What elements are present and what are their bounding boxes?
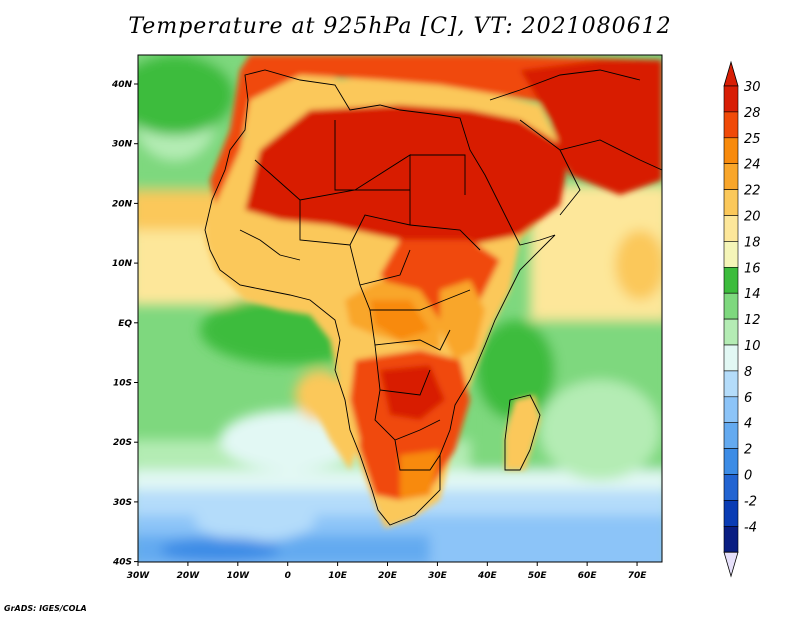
colorbar-label: 4 (744, 417, 752, 432)
colorbar-label: -4 (744, 520, 757, 535)
lon-tick-label: 10W (227, 571, 251, 581)
lat-tick-label: 10N (112, 259, 133, 269)
colorbar-swatch (723, 474, 739, 501)
temperature-field (138, 55, 662, 562)
colorbar-label: 24 (744, 158, 761, 173)
lat-tick-label: 40S (112, 558, 132, 568)
lat-tick-label: 30N (112, 140, 133, 150)
lon-tick-label: 20E (378, 571, 398, 581)
lon-tick-label: 70E (628, 571, 648, 581)
lat-tick-label: 20N (112, 199, 133, 209)
colorbar-swatch (723, 370, 739, 398)
colorbar-swatch (723, 292, 739, 320)
colorbar-label: 20 (744, 210, 761, 225)
colorbar-under-triangle (723, 551, 739, 578)
credit-text: GrADS: IGES/COLA (4, 604, 87, 613)
colorbar-label: 30 (744, 80, 761, 95)
colorbar-label: 16 (744, 261, 761, 276)
lat-tick-label: 10S (113, 379, 132, 389)
colorbar-swatch (723, 85, 739, 113)
colorbar-label: 6 (744, 391, 752, 406)
colorbar-swatch (723, 344, 739, 372)
chart-title: Temperature at 925hPa [C], VT: 202108061… (128, 14, 672, 39)
lon-tick-label: 50E (528, 571, 548, 581)
colorbar-label: 22 (744, 184, 761, 199)
colorbar-label: 28 (744, 106, 761, 121)
lat-tick-label: 40N (111, 80, 133, 90)
colorbar-label: 2 (744, 443, 752, 458)
colorbar-swatch (723, 448, 739, 475)
colorbar-swatch (723, 111, 739, 139)
lon-tick-label: 0 (285, 571, 291, 581)
colorbar-swatch (723, 137, 739, 165)
colorbar-label: 8 (744, 365, 752, 380)
colorbar-swatch (723, 189, 739, 216)
colorbar-swatch (723, 396, 739, 423)
lat-tick-label: 20S (113, 438, 132, 448)
map-frame (137, 54, 663, 563)
lon-tick-label: 20W (177, 571, 201, 581)
colorbar-swatch (723, 241, 739, 268)
colorbar-swatch (723, 422, 739, 449)
colorbar-label: 25 (744, 132, 761, 147)
lon-tick-label: 10E (328, 571, 348, 581)
colorbar-label: 12 (744, 313, 761, 328)
lat-tick-label: 30S (113, 498, 132, 508)
axis-ticks: 30W 20W 10W 0 10E 20E 30E 40E 50E 60E 70E 40N 30N 20N… (111, 80, 647, 581)
colorbar-over-triangle (723, 60, 739, 87)
lon-tick-label: 30W (127, 571, 151, 581)
colorbar-label: -2 (744, 494, 757, 509)
colorbar-swatch (723, 163, 739, 190)
colorbar-label: 18 (744, 235, 761, 250)
lon-tick-label: 40E (477, 571, 498, 581)
lon-tick-label: 30E (428, 571, 448, 581)
colorbar-swatch (723, 525, 739, 553)
colorbar-swatch (723, 318, 739, 346)
colorbar-swatch (723, 215, 739, 242)
coastline-borders (204, 69, 662, 526)
colorbar-label: 14 (744, 287, 761, 302)
colorbar-swatch (723, 500, 739, 527)
lon-tick-label: 60E (578, 571, 598, 581)
lat-tick-label: EQ (118, 319, 132, 329)
colorbar-swatch (723, 266, 739, 294)
colorbar-label: 10 (744, 339, 761, 354)
colorbar-label: 0 (744, 469, 752, 484)
